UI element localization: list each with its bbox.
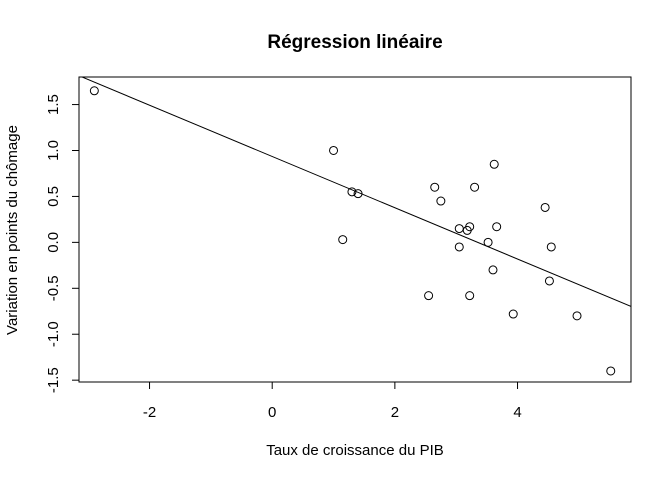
data-point	[430, 182, 440, 192]
data-point	[454, 242, 464, 252]
x-tick-label: 4	[513, 404, 521, 421]
y-axis-label: Variation en points du chômage	[4, 125, 21, 335]
plot-area	[78, 76, 632, 383]
x-tick-label: 2	[391, 404, 399, 421]
plot-frame	[78, 76, 632, 383]
data-point	[572, 311, 582, 321]
y-tick-label: 1.5	[45, 94, 62, 115]
data-point	[424, 291, 434, 301]
y-tick-label: -1.5	[45, 367, 62, 393]
x-tick-label: 0	[268, 404, 276, 421]
y-tick-label: -1.0	[45, 321, 62, 347]
x-axis-label: Taux de croissance du PIB	[266, 442, 444, 459]
data-point	[465, 222, 475, 232]
data-point	[338, 235, 348, 245]
data-point	[606, 366, 616, 376]
data-point	[492, 222, 502, 232]
data-point	[489, 159, 499, 169]
data-point	[508, 309, 518, 319]
data-point	[353, 189, 363, 199]
y-tick-label: 1.0	[45, 140, 62, 161]
data-point	[470, 182, 480, 192]
data-point	[347, 187, 357, 197]
data-point	[454, 224, 464, 234]
data-point	[465, 291, 475, 301]
y-tick-label: -0.5	[45, 275, 62, 301]
data-point	[488, 265, 498, 275]
y-axis: -1.5 -1.0 -0.5 0.0 0.5 1.0 1.5	[45, 94, 80, 393]
data-point	[544, 276, 554, 286]
y-tick-label: 0.5	[45, 186, 62, 207]
y-tick-label: 0.0	[45, 232, 62, 253]
data-point	[540, 202, 550, 212]
x-axis: -2 0 2 4	[143, 381, 522, 421]
data-point	[329, 145, 339, 155]
data-point	[436, 196, 446, 206]
x-tick-label: -2	[143, 404, 156, 421]
chart-title: Régression linéaire	[267, 32, 442, 53]
data-point	[483, 237, 493, 247]
data-point	[89, 86, 99, 96]
data-point	[546, 242, 556, 252]
